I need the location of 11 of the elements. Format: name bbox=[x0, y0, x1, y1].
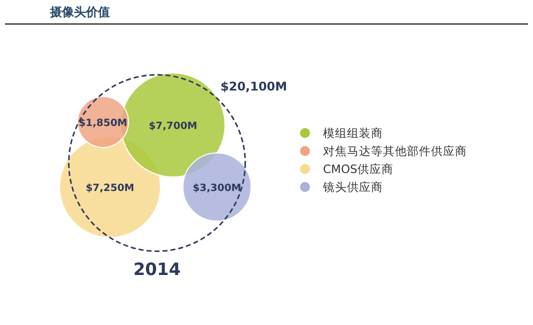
legend-label: 对焦马达等其他部件供应商 bbox=[323, 144, 467, 158]
legend-label: 镜头供应商 bbox=[322, 180, 383, 194]
text: $20,100M bbox=[220, 80, 288, 94]
legend-label: 模组组装商 bbox=[323, 126, 383, 140]
data-label: $7,250M bbox=[86, 183, 134, 194]
text: 摄像头价值 bbox=[49, 5, 110, 19]
data-label: $3,300M bbox=[192, 183, 242, 194]
data-label: $7,700M bbox=[148, 121, 198, 132]
data-label: $1,850M bbox=[78, 118, 128, 129]
legend-label: CMOS供应商 bbox=[323, 162, 394, 176]
category-label: 2014 bbox=[133, 260, 181, 280]
